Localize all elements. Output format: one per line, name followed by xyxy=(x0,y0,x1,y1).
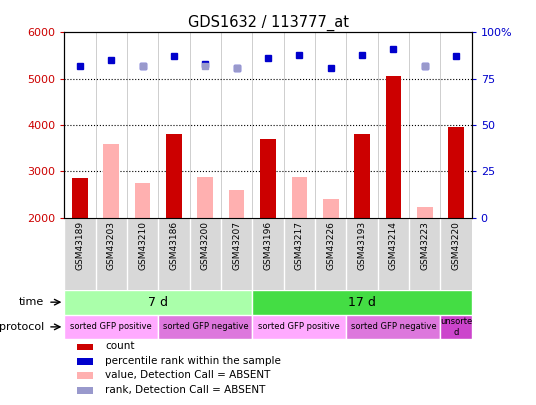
Text: rank, Detection Call = ABSENT: rank, Detection Call = ABSENT xyxy=(105,385,265,395)
Text: GSM43200: GSM43200 xyxy=(201,222,210,271)
Text: GSM43189: GSM43189 xyxy=(76,222,85,271)
Text: GSM43186: GSM43186 xyxy=(169,222,178,271)
Text: time: time xyxy=(19,297,44,307)
Bar xyxy=(77,343,93,350)
Bar xyxy=(64,290,252,315)
Bar xyxy=(166,134,182,218)
Bar xyxy=(77,358,93,365)
Bar xyxy=(441,315,472,339)
Bar xyxy=(135,183,151,218)
Bar xyxy=(77,372,93,379)
Bar xyxy=(229,190,244,218)
Text: value, Detection Call = ABSENT: value, Detection Call = ABSENT xyxy=(105,370,271,380)
Text: GSM43214: GSM43214 xyxy=(389,222,398,270)
Text: sorted GFP positive: sorted GFP positive xyxy=(70,322,152,331)
Text: 17 d: 17 d xyxy=(348,296,376,309)
Text: 7 d: 7 d xyxy=(148,296,168,309)
Text: GSM43210: GSM43210 xyxy=(138,222,147,271)
Bar xyxy=(448,128,464,218)
Text: GSM43223: GSM43223 xyxy=(420,222,429,270)
Text: count: count xyxy=(105,341,135,352)
Bar xyxy=(323,199,339,218)
Bar xyxy=(72,178,88,218)
Bar xyxy=(197,177,213,218)
Bar xyxy=(260,139,276,218)
Text: GSM43196: GSM43196 xyxy=(264,222,272,271)
Text: sorted GFP positive: sorted GFP positive xyxy=(258,322,340,331)
Text: GSM43217: GSM43217 xyxy=(295,222,304,271)
Bar xyxy=(77,387,93,394)
Bar xyxy=(252,290,472,315)
Bar xyxy=(417,207,433,218)
Text: protocol: protocol xyxy=(0,322,44,332)
Title: GDS1632 / 113777_at: GDS1632 / 113777_at xyxy=(188,15,348,31)
Text: GSM43207: GSM43207 xyxy=(232,222,241,271)
Text: GSM43193: GSM43193 xyxy=(358,222,367,271)
Bar xyxy=(252,315,346,339)
Bar xyxy=(158,315,252,339)
Text: GSM43203: GSM43203 xyxy=(107,222,116,271)
Text: sorted GFP negative: sorted GFP negative xyxy=(351,322,436,331)
Bar xyxy=(385,77,401,218)
Text: GSM43220: GSM43220 xyxy=(451,222,460,270)
Bar xyxy=(103,144,119,218)
Bar xyxy=(346,315,441,339)
Bar xyxy=(354,134,370,218)
Bar xyxy=(292,177,307,218)
Text: unsorte
d: unsorte d xyxy=(440,317,472,337)
Text: percentile rank within the sample: percentile rank within the sample xyxy=(105,356,281,366)
Text: sorted GFP negative: sorted GFP negative xyxy=(162,322,248,331)
Bar xyxy=(64,315,158,339)
Text: GSM43226: GSM43226 xyxy=(326,222,335,270)
